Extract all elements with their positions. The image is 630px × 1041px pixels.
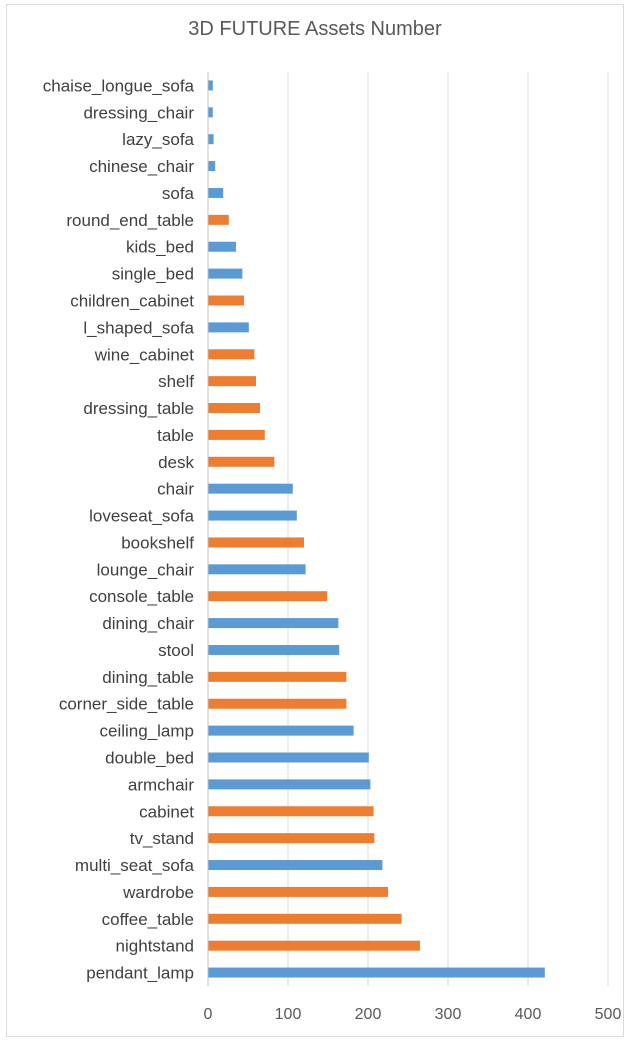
category-label-sofa: sofa (162, 184, 195, 203)
category-label-console_table: console_table (89, 587, 194, 606)
category-label-dressing_chair: dressing_chair (83, 103, 194, 122)
bar-dressing_table (208, 403, 260, 414)
bar-corner_side_table (208, 698, 347, 709)
category-label-pendant_lamp: pendant_lamp (86, 964, 194, 983)
category-label-tv_stand: tv_stand (130, 829, 194, 848)
x-tick-label-400: 400 (515, 1006, 542, 1023)
bar-nightstand (208, 940, 420, 951)
category-label-shelf: shelf (158, 372, 194, 391)
category-label-wardrobe: wardrobe (122, 883, 194, 902)
category-label-chair: chair (157, 480, 194, 499)
category-label-single_bed: single_bed (112, 265, 194, 284)
category-label-coffee_table: coffee_table (102, 910, 194, 929)
bar-kids_bed (208, 241, 236, 252)
bar-chaise_longue_sofa (208, 80, 213, 91)
category-label-armchair: armchair (128, 775, 194, 794)
category-label-loveseat_sofa: loveseat_sofa (89, 507, 194, 526)
bar-tv_stand (208, 833, 375, 844)
bar-desk (208, 456, 275, 467)
bar-chinese_chair (208, 161, 216, 172)
bar-wine_cabinet (208, 349, 255, 360)
bar-loveseat_sofa (208, 510, 297, 521)
category-label-round_end_table: round_end_table (66, 211, 194, 230)
category-label-stool: stool (158, 641, 194, 660)
category-label-cabinet: cabinet (139, 802, 194, 821)
bar-multi_seat_sofa (208, 860, 383, 871)
bar-dining_chair (208, 618, 339, 629)
x-tick-label-0: 0 (204, 1006, 213, 1023)
bar-cabinet (208, 806, 374, 817)
category-label-nightstand: nightstand (116, 937, 194, 956)
bar-table (208, 429, 265, 440)
bar-dressing_chair (208, 107, 213, 118)
bar-lounge_chair (208, 564, 306, 575)
bar-single_bed (208, 268, 243, 279)
bar-sofa (208, 187, 224, 198)
category-label-l_shaped_sofa: l_shaped_sofa (83, 318, 194, 337)
category-label-kids_bed: kids_bed (126, 238, 194, 257)
category-label-multi_seat_sofa: multi_seat_sofa (75, 856, 195, 875)
bar-double_bed (208, 752, 369, 763)
bar-wardrobe (208, 886, 388, 897)
chart-title: 3D FUTURE Assets Number (188, 18, 442, 40)
bar-bookshelf (208, 537, 304, 548)
category-label-lounge_chair: lounge_chair (97, 560, 195, 579)
bar-stool (208, 644, 340, 655)
category-label-children_cabinet: children_cabinet (70, 292, 194, 311)
bar-console_table (208, 591, 328, 602)
bar-lazy_sofa (208, 134, 214, 145)
category-label-double_bed: double_bed (105, 749, 194, 768)
bar-round_end_table (208, 214, 229, 225)
bar-pendant_lamp (208, 967, 545, 978)
category-label-dressing_table: dressing_table (83, 399, 194, 418)
category-label-lazy_sofa: lazy_sofa (122, 130, 194, 149)
bar-chair (208, 483, 293, 494)
category-label-desk: desk (158, 453, 194, 472)
bar-ceiling_lamp (208, 725, 354, 736)
category-label-dining_chair: dining_chair (102, 614, 194, 633)
category-label-bookshelf: bookshelf (121, 533, 194, 552)
bar-shelf (208, 376, 256, 387)
x-tick-label-300: 300 (435, 1006, 462, 1023)
bar-l_shaped_sofa (208, 322, 249, 333)
bar-coffee_table (208, 913, 402, 924)
category-label-corner_side_table: corner_side_table (59, 695, 194, 714)
category-label-chaise_longue_sofa: chaise_longue_sofa (43, 76, 195, 95)
x-tick-label-200: 200 (355, 1006, 382, 1023)
category-label-ceiling_lamp: ceiling_lamp (100, 722, 195, 741)
x-tick-label-500: 500 (595, 1006, 622, 1023)
category-label-dining_table: dining_table (102, 668, 194, 687)
bar-dining_table (208, 671, 347, 682)
category-label-table: table (157, 426, 194, 445)
bar-children_cabinet (208, 295, 244, 306)
category-label-chinese_chair: chinese_chair (89, 157, 194, 176)
bar-armchair (208, 779, 371, 790)
category-label-wine_cabinet: wine_cabinet (94, 345, 195, 364)
x-tick-label-100: 100 (275, 1006, 302, 1023)
